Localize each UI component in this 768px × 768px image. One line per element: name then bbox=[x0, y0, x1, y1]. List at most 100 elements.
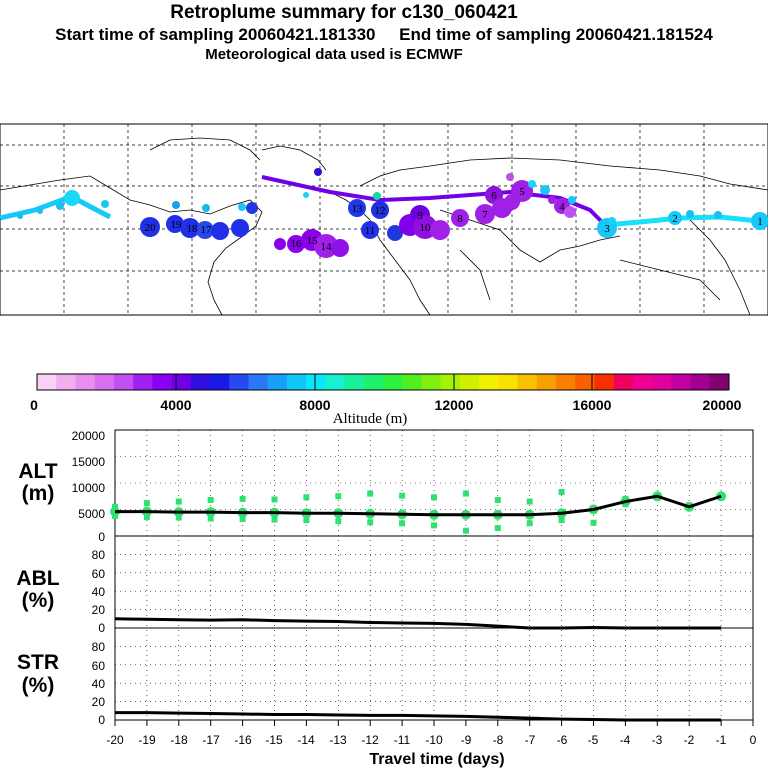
colorbar-tick: 0 bbox=[30, 397, 38, 413]
alt-ytick: 10000 bbox=[72, 481, 106, 495]
colorbar-tick: 8000 bbox=[299, 397, 330, 413]
x-tick: -2 bbox=[684, 733, 695, 747]
x-tick: -14 bbox=[297, 733, 315, 747]
series-layer bbox=[110, 430, 754, 726]
abl-ytick: 40 bbox=[92, 585, 106, 599]
alt-scatter-point bbox=[526, 498, 533, 505]
alt-scatter-point bbox=[590, 519, 597, 526]
x-tick: -13 bbox=[329, 733, 347, 747]
str-ytick: 60 bbox=[92, 659, 106, 673]
colorbar-tick: 4000 bbox=[160, 397, 191, 413]
alt-panel-unit: (m) bbox=[22, 482, 55, 505]
alt-scatter-point bbox=[367, 519, 374, 526]
x-tick: -12 bbox=[361, 733, 379, 747]
x-tick: -1 bbox=[716, 733, 727, 747]
colorbar-swatch bbox=[498, 374, 518, 390]
colorbar-swatch bbox=[613, 374, 634, 390]
str-ytick: 20 bbox=[92, 695, 106, 709]
trajectory-label: 3 bbox=[604, 223, 610, 235]
trajectory-map: 20 19 18 17 16 15 14 13 12 11 10 9 8 7 6… bbox=[0, 123, 768, 316]
alt-scatter-point bbox=[494, 496, 501, 503]
trajectory-label: 6 bbox=[491, 190, 497, 202]
series-line-2 bbox=[115, 711, 722, 722]
x-tick: -15 bbox=[265, 733, 283, 747]
alt-scatter-point bbox=[335, 493, 342, 500]
alt-scatter-point bbox=[494, 525, 501, 532]
alt-scatter-point bbox=[399, 520, 406, 527]
alt-ytick: 15000 bbox=[72, 455, 106, 469]
colorbar-swatch bbox=[306, 374, 326, 390]
colorbar-swatch bbox=[344, 374, 365, 390]
sampling-time-subtitle: Start time of sampling 20060421.181330 E… bbox=[55, 25, 713, 44]
alt-scatter-point bbox=[271, 516, 278, 523]
x-axis-label: Travel time (days) bbox=[369, 751, 504, 768]
alt-scatter-point bbox=[431, 494, 437, 501]
chart-title: Retroplume summary for c130_060421 bbox=[170, 2, 518, 23]
abl-ytick: 0 bbox=[98, 621, 105, 635]
abl-panel-label: ABL bbox=[16, 567, 59, 590]
colorbar-swatch bbox=[421, 374, 441, 390]
alt-ytick: 0 bbox=[98, 530, 105, 544]
series-line-0 bbox=[115, 494, 722, 517]
colorbar-swatch bbox=[632, 374, 653, 390]
colorbar-swatch bbox=[440, 374, 461, 390]
x-tick: 0 bbox=[750, 733, 757, 747]
colorbar-swatch bbox=[94, 374, 115, 390]
alt-scatter-point bbox=[239, 495, 246, 502]
alt-scatter-point bbox=[335, 518, 342, 525]
alt-scatter-point bbox=[558, 489, 565, 496]
x-tick: -18 bbox=[170, 733, 188, 747]
colorbar-swatch bbox=[652, 374, 672, 390]
colorbar-swatch bbox=[594, 374, 614, 390]
colorbar-swatch bbox=[479, 374, 499, 390]
colorbar-swatch bbox=[152, 374, 172, 390]
alt-scatter-point bbox=[462, 527, 469, 534]
abl-panel-unit: (%) bbox=[22, 589, 55, 612]
alt-ytick: 5000 bbox=[78, 507, 105, 521]
x-tick: -8 bbox=[493, 733, 504, 747]
colorbar-swatch bbox=[402, 374, 422, 390]
alt-scatter-point bbox=[431, 522, 437, 529]
alt-scatter-point bbox=[143, 513, 150, 520]
trajectory-line-west bbox=[0, 194, 112, 221]
trajectory-label: 13 bbox=[352, 203, 364, 215]
alt-scatter-point bbox=[239, 516, 246, 523]
x-tick: -11 bbox=[394, 733, 411, 747]
trajectory-label: 5 bbox=[519, 186, 525, 198]
colorbar-swatch bbox=[459, 374, 480, 390]
alt-panel-label: ALT bbox=[18, 460, 57, 483]
alt-ytick: 20000 bbox=[72, 429, 106, 443]
alt-scatter-point bbox=[175, 514, 182, 521]
colorbar-swatch bbox=[575, 374, 595, 390]
trajectory-label: 20 bbox=[145, 222, 157, 234]
colorbar-frame bbox=[36, 373, 730, 391]
colorbar-tick: 12000 bbox=[435, 397, 474, 413]
colorbar-swatch bbox=[267, 374, 288, 390]
colorbar-swatch bbox=[690, 374, 711, 390]
alt-scatter-point bbox=[558, 517, 565, 524]
series-line-1 bbox=[114, 617, 722, 630]
trajectory-line-main bbox=[261, 175, 607, 227]
x-tick-labels: -20 -19 -18 -17 -16 -15 -14 -13 -12 -11 … bbox=[106, 733, 756, 747]
x-tick: -4 bbox=[620, 733, 631, 747]
x-tick: -20 bbox=[106, 733, 124, 747]
colorbar-swatch bbox=[325, 374, 345, 390]
alt-scatter-point bbox=[207, 515, 214, 522]
colorbar-swatch bbox=[171, 374, 192, 390]
colorbar-label: Altitude (m) bbox=[333, 411, 408, 427]
x-tick: -9 bbox=[461, 733, 472, 747]
abl-yticks: 0 20 40 60 80 0 bbox=[92, 530, 106, 635]
str-panel-unit: (%) bbox=[22, 674, 55, 697]
colorbar-swatch bbox=[56, 374, 76, 390]
str-ytick: 80 bbox=[92, 640, 106, 654]
colorbar-swatch bbox=[210, 374, 230, 390]
trajectory-label: 9 bbox=[417, 210, 423, 222]
trajectory-label: 1 bbox=[757, 216, 763, 228]
colorbar-tick-labels: 0 4000 8000 12000 16000 20000 bbox=[30, 397, 742, 413]
colorbar-swatch bbox=[709, 374, 730, 390]
colorbar-swatch bbox=[113, 374, 134, 390]
alt-scatter-point bbox=[526, 520, 533, 527]
alt-scatter-point bbox=[303, 517, 310, 524]
colorbar-swatch bbox=[229, 374, 249, 390]
trajectory-label: 16 bbox=[291, 238, 303, 250]
